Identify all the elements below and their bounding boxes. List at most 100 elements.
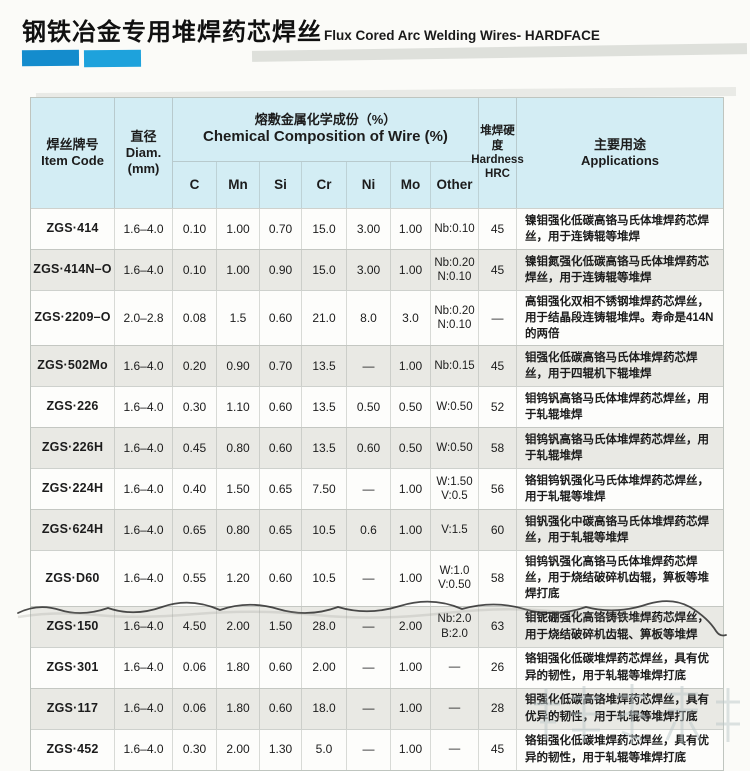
cell-chromium: 13.5 [302, 346, 347, 387]
cell-carbon: 0.10 [173, 250, 217, 290]
cell-chromium: 15.0 [302, 209, 347, 249]
table-row: ZGS·452 1.6–4.0 0.30 2.00 1.30 5.0 — 1.0… [31, 728, 723, 770]
cell-other-elements: W:0.50 [431, 387, 479, 428]
cell-hardness: 63 [479, 606, 517, 647]
cell-application: 镍钼氮强化低碳高铬马氏体堆焊药芯焊丝，用于连铸辊等堆焊 [525, 255, 709, 284]
cell-manganese: 0.90 [217, 346, 260, 387]
cell-carbon: 0.45 [173, 428, 217, 469]
cell-silicon: 0.65 [260, 469, 302, 510]
header-element-ni: Ni [347, 162, 391, 208]
cell-application: 钼强化低碳高铬堆焊药芯焊丝，具有优异的韧性，用于轧辊等堆焊打底 [525, 694, 709, 723]
cell-item-code: ZGS·301 [31, 647, 115, 688]
cell-application: 高钼强化双相不锈钢堆焊药芯焊丝，用于结晶段连铸辊堆焊。寿命是414N的两倍 [525, 296, 714, 341]
table-row: ZGS·150 1.6–4.0 4.50 2.00 1.50 28.0 — 2.… [31, 605, 723, 647]
cell-silicon: 0.60 [260, 428, 302, 469]
header-applications: 主要用途 Applications [517, 98, 723, 208]
cell-nickel: — [347, 346, 391, 387]
cell-application: 钼钨钒高铬马氏体堆焊药芯焊丝，用于轧辊堆焊 [525, 393, 709, 422]
header-diameter-zh: 直径 [130, 128, 157, 144]
table-row: ZGS·D60 1.6–4.0 0.55 1.20 0.60 10.5 — 1.… [31, 550, 723, 606]
cell-item-code: ZGS·414 [31, 209, 115, 249]
cell-other-elements: Nb:0.20 N:0.10 [431, 250, 479, 290]
cell-carbon: 0.65 [173, 510, 217, 551]
cell-other-elements: Nb:2.0 B:2.0 [431, 606, 479, 647]
cell-item-code: ZGS·D60 [31, 551, 115, 606]
header-chem-en: Chemical Composition of Wire (%) [203, 128, 448, 146]
header-hardness-en: Hardness [471, 154, 524, 166]
table-row: ZGS·502Mo 1.6–4.0 0.20 0.90 0.70 13.5 — … [31, 345, 723, 387]
cell-molybdenum: 1.00 [391, 647, 431, 688]
cell-application: 钼钒强化中碳高铬马氏体堆焊药芯焊丝，用于轧辊等堆焊 [525, 516, 709, 545]
cell-diameter: 1.6–4.0 [115, 647, 173, 688]
cell-hardness: 58 [479, 551, 517, 606]
page-title-zh: 钢铁冶金专用堆焊药芯焊丝 [22, 19, 322, 46]
cell-diameter: 1.6–4.0 [115, 688, 173, 729]
header-hardness: 堆焊硬度 Hardness HRC [471, 98, 524, 208]
cell-carbon: 0.08 [173, 291, 217, 346]
header-applications-zh: 主要用途 [593, 136, 646, 152]
cell-diameter: 1.6–4.0 [115, 551, 173, 606]
cell-hardness: 45 [479, 209, 517, 249]
header-chemical-composition: 熔敷金属化学成份（%） Chemical Composition of Wire… [173, 98, 479, 162]
table-row: ZGS·414N–O 1.6–4.0 0.10 1.00 0.90 15.0 3… [31, 249, 723, 290]
header-applications-en: Applications [580, 153, 659, 168]
cell-application: 铬钼钨钒强化马氏体堆焊药芯焊丝，用于轧辊等堆焊 [525, 475, 709, 504]
cell-carbon: 0.06 [173, 688, 217, 729]
table-row: ZGS·117 1.6–4.0 0.06 1.80 0.60 18.0 — 1.… [31, 687, 723, 729]
cell-silicon: 0.60 [260, 551, 302, 606]
cell-application: 钼钨钒高铬马氏体堆焊药芯焊丝，用于轧辊堆焊 [525, 434, 709, 463]
cell-diameter: 1.6–4.0 [115, 387, 173, 428]
cell-diameter: 1.6–4.0 [115, 469, 173, 510]
table-row: ZGS·624H 1.6–4.0 0.65 0.80 0.65 10.5 0.6… [31, 509, 723, 551]
header-element-mn: Mn [217, 162, 260, 208]
cell-molybdenum: 2.00 [391, 606, 431, 647]
cell-manganese: 2.00 [217, 606, 260, 647]
cell-item-code: ZGS·224H [31, 469, 115, 510]
scanned-catalog-page: { "page": { "title_zh": "钢铁冶金专用堆焊药芯焊丝", … [17, 12, 748, 771]
table-row: ZGS·414 1.6–4.0 0.10 1.00 0.70 15.0 3.00… [31, 208, 723, 249]
cell-hardness: 56 [479, 469, 517, 510]
cell-hardness: — [479, 291, 517, 346]
cell-manganese: 1.10 [217, 387, 260, 428]
cell-manganese: 1.5 [217, 291, 260, 346]
cell-item-code: ZGS·624H [31, 510, 115, 551]
cell-application: 钼钨钒强化高铬马氏体堆焊药芯焊丝，用于烧结破碎机齿辊，箅板等堆焊打底 [525, 556, 709, 601]
table-row: ZGS·224H 1.6–4.0 0.40 1.50 0.65 7.50 — 1… [31, 468, 723, 510]
table-row: ZGS·226H 1.6–4.0 0.45 0.80 0.60 13.5 0.6… [31, 427, 723, 469]
header-hardness-zh: 堆焊硬度 [480, 125, 515, 152]
cell-other-elements: W:0.50 [431, 428, 479, 469]
cell-carbon: 4.50 [173, 606, 217, 647]
cell-application: 钼强化低碳高铬马氏体堆焊药芯焊丝，用于四辊机下辊堆焊 [525, 352, 698, 381]
cell-carbon: 0.10 [173, 209, 217, 249]
page-title-en: Flux Cored Arc Welding Wires- HARDFACE [324, 28, 600, 43]
cell-chromium: 10.5 [302, 551, 347, 606]
page-title: 钢铁冶金专用堆焊药芯焊丝 Flux Cored Arc Welding Wire… [22, 12, 600, 47]
welding-wire-spec-table: 焊丝牌号 Item Code 直径 Diam. (mm) 熔敷金属化学成份（%）… [30, 97, 724, 771]
cell-molybdenum: 3.0 [391, 291, 431, 346]
header-diameter: 直径 Diam. (mm) [115, 98, 173, 208]
cell-other-elements: Nb:0.15 [431, 346, 479, 387]
header-element-si: Si [260, 162, 302, 208]
cell-molybdenum: 1.00 [391, 510, 431, 551]
cell-other-elements: W:1.50 V:0.5 [431, 469, 479, 510]
cell-nickel: 0.6 [347, 510, 391, 551]
cell-diameter: 2.0–2.8 [115, 291, 173, 346]
cell-application: 镍钼强化低碳高铬马氏体堆焊药芯焊丝，用于连铸辊等堆焊 [525, 214, 709, 243]
cell-chromium: 28.0 [302, 606, 347, 647]
header-diameter-unit: (mm) [127, 161, 160, 177]
cell-carbon: 0.30 [173, 387, 217, 428]
cell-silicon: 0.70 [260, 346, 302, 387]
header-hardness-unit: HRC [485, 168, 510, 181]
cell-manganese: 1.50 [217, 469, 260, 510]
cell-diameter: 1.6–4.0 [115, 606, 173, 647]
cell-manganese: 0.80 [217, 510, 260, 551]
cell-chromium: 21.0 [302, 291, 347, 346]
cell-molybdenum: 1.00 [391, 209, 431, 249]
cell-other-elements: V:1.5 [431, 510, 479, 551]
cell-application: 铬钼强化低碳堆焊药芯焊丝，具有优异的韧性，用于轧辊等堆焊打底 [525, 653, 709, 682]
cell-nickel: — [347, 606, 391, 647]
cell-manganese: 0.80 [217, 428, 260, 469]
cell-other-elements: W:1.0 V:0.50 [431, 551, 479, 606]
header-element-cr: Cr [302, 162, 347, 208]
table-row: ZGS·2209–O 2.0–2.8 0.08 1.5 0.60 21.0 8.… [31, 290, 723, 346]
